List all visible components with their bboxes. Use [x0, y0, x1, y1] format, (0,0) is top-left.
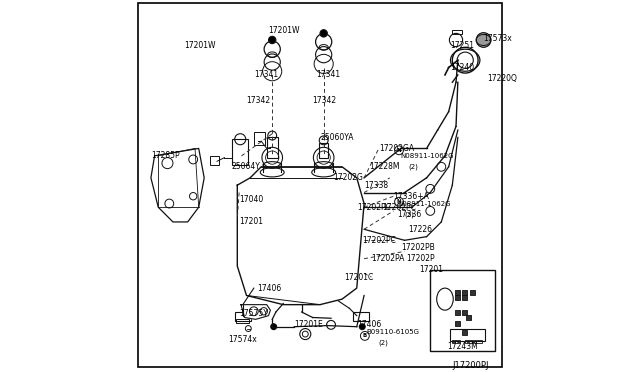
Text: 25064Y: 25064Y [232, 162, 260, 171]
Text: N: N [397, 148, 401, 153]
Text: 17251: 17251 [451, 41, 474, 50]
Bar [267, 137, 278, 158]
Bar [462, 295, 467, 300]
Circle shape [476, 33, 491, 47]
Polygon shape [237, 167, 364, 305]
Text: B: B [363, 333, 367, 339]
Bar [353, 312, 369, 321]
Bar [430, 270, 495, 350]
Text: 17201: 17201 [419, 265, 444, 274]
Bar [319, 143, 328, 158]
Bar [210, 156, 219, 165]
Polygon shape [151, 148, 204, 222]
Text: 17336+A: 17336+A [394, 192, 429, 201]
Bar [455, 295, 460, 300]
Bar [232, 139, 248, 165]
Text: N08911-1062G: N08911-1062G [397, 201, 451, 206]
Text: 17201E: 17201E [294, 320, 323, 329]
Text: 17226: 17226 [408, 225, 432, 234]
Polygon shape [241, 305, 270, 319]
Bar [235, 312, 251, 321]
Bar [452, 340, 460, 343]
Text: 17202G: 17202G [333, 173, 363, 182]
Circle shape [320, 30, 327, 37]
Text: 17201C: 17201C [344, 273, 373, 282]
Text: 17243M: 17243M [447, 342, 477, 352]
Circle shape [359, 324, 365, 330]
Text: 17202PA: 17202PA [371, 254, 405, 263]
Bar [455, 321, 460, 326]
Text: 17285P: 17285P [151, 151, 180, 160]
Bar [452, 30, 461, 35]
Bar [455, 310, 460, 315]
Text: 17202PC: 17202PC [383, 203, 417, 212]
Bar [474, 340, 482, 343]
Text: (2): (2) [408, 164, 418, 170]
Bar [451, 328, 485, 341]
Bar [462, 310, 467, 315]
Text: 17336: 17336 [397, 210, 422, 219]
Text: 17338: 17338 [364, 181, 388, 190]
Text: 17406: 17406 [257, 283, 282, 293]
Text: 17202PB: 17202PB [401, 243, 435, 252]
Bar [462, 289, 467, 295]
Text: 17341: 17341 [316, 70, 340, 79]
Text: 17220Q: 17220Q [487, 74, 517, 83]
Text: 17201: 17201 [239, 218, 263, 227]
Bar [236, 319, 250, 323]
Text: 17040: 17040 [239, 195, 264, 204]
Bar [470, 289, 475, 295]
Text: 17201W: 17201W [184, 41, 215, 50]
Text: 17574x: 17574x [228, 335, 257, 344]
Bar [462, 330, 467, 335]
Text: B09110-6105G: B09110-6105G [366, 329, 419, 335]
Bar [254, 132, 265, 145]
Text: J17200PJ: J17200PJ [452, 361, 489, 370]
Text: 25060YA: 25060YA [320, 133, 353, 142]
Text: 17202P: 17202P [406, 254, 435, 263]
Text: 17201W: 17201W [268, 26, 300, 35]
Text: 17342: 17342 [313, 96, 337, 105]
Text: 17341: 17341 [254, 70, 278, 79]
Text: 17573x: 17573x [484, 33, 513, 43]
Text: 17202GA: 17202GA [379, 144, 414, 153]
Text: 17406: 17406 [356, 320, 381, 329]
Text: (2): (2) [404, 211, 415, 218]
Text: N08911-1062G: N08911-1062G [401, 153, 454, 159]
Text: 17575Y: 17575Y [239, 310, 268, 318]
Text: (2): (2) [379, 340, 388, 346]
Bar [466, 315, 471, 320]
Text: 17228M: 17228M [370, 162, 400, 171]
Text: 17202PC: 17202PC [362, 236, 396, 245]
Text: 17202PC: 17202PC [356, 203, 390, 212]
Circle shape [271, 324, 276, 330]
Text: 17342: 17342 [246, 96, 271, 105]
Bar [455, 289, 460, 295]
Text: N: N [397, 199, 401, 204]
Circle shape [269, 36, 276, 44]
Bar [465, 340, 472, 343]
Text: 17240: 17240 [451, 63, 475, 72]
